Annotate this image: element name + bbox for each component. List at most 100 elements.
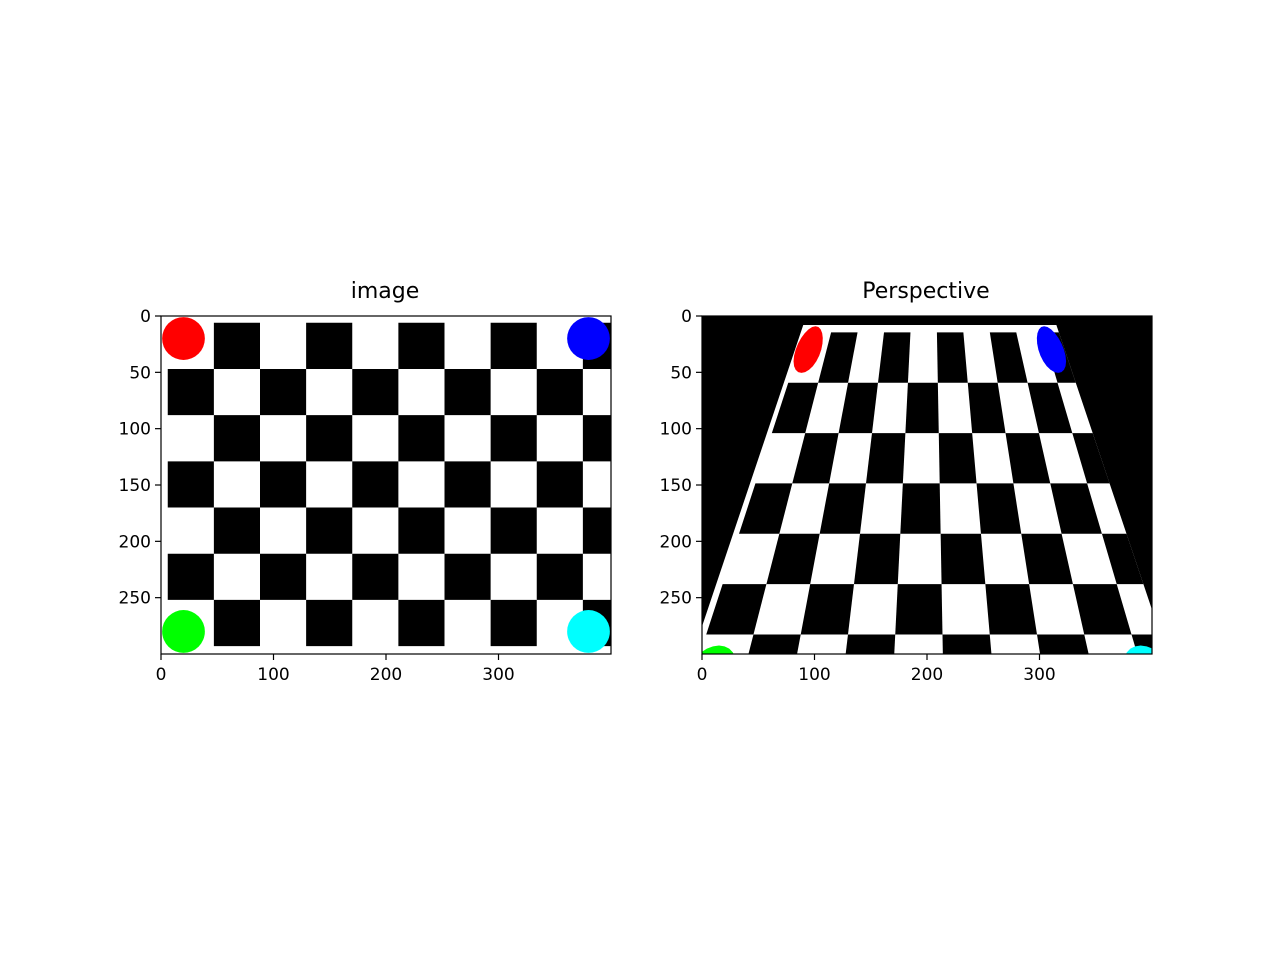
image-board-square xyxy=(398,599,445,647)
image-y-tick-label: 150 xyxy=(119,476,151,496)
perspective-board-square xyxy=(905,382,939,434)
image-board-square xyxy=(213,322,260,369)
perspective-board-square xyxy=(853,533,901,585)
perspective-axis-ticks: 0 100 200 300 0 50 100 150 200 250 xyxy=(660,307,1056,685)
perspective-board-square xyxy=(976,483,1022,534)
image-board-square xyxy=(490,322,537,369)
perspective-board-square xyxy=(865,433,906,484)
image-y-tick-label: 0 xyxy=(140,307,151,327)
perspective-board-square xyxy=(1037,634,1089,654)
perspective-board-square xyxy=(989,332,1028,383)
perspective-x-tick-label: 200 xyxy=(911,665,943,685)
perspective-y-tick-label: 0 xyxy=(681,307,692,327)
perspective-board-square xyxy=(1027,382,1073,434)
image-board-square xyxy=(398,507,445,554)
perspective-board-square xyxy=(766,533,820,585)
perspective-board-square xyxy=(1072,433,1110,484)
image-board-square xyxy=(306,507,353,554)
image-board-square xyxy=(306,599,353,647)
image-board-square xyxy=(306,322,353,369)
perspective-board-square xyxy=(845,634,896,654)
image-board-square xyxy=(352,553,399,600)
image-board-square xyxy=(398,415,445,462)
image-board-square xyxy=(398,322,445,369)
image-board-square xyxy=(536,461,583,508)
perspective-board-square xyxy=(1050,483,1102,534)
image-panel: image 0 100 200 300 0 50 100 150 200 250 xyxy=(119,279,612,685)
image-cyan-dot xyxy=(567,610,610,653)
perspective-board-square xyxy=(819,483,866,534)
perspective-board-square xyxy=(895,584,943,635)
perspective-board-square xyxy=(967,382,1006,434)
perspective-panel-title: Perspective xyxy=(862,279,989,304)
image-board-square xyxy=(213,507,260,554)
image-board-square xyxy=(260,368,307,416)
image-green-dot xyxy=(162,610,205,653)
perspective-board-square xyxy=(940,533,986,585)
image-board-square xyxy=(582,507,611,554)
perspective-green-dot xyxy=(702,645,734,654)
image-board-square xyxy=(490,507,537,554)
image-board-square xyxy=(260,461,307,508)
image-axis-ticks: 0 100 200 300 0 50 100 150 200 250 xyxy=(119,307,515,685)
image-board-square xyxy=(536,368,583,416)
image-blue-dot xyxy=(567,317,610,360)
image-panel-title: image xyxy=(351,279,420,304)
perspective-board-square xyxy=(1021,533,1073,585)
perspective-board-square xyxy=(1101,533,1144,585)
perspective-board-square xyxy=(800,584,854,635)
image-x-tick-label: 200 xyxy=(370,665,402,685)
perspective-board-square xyxy=(1072,584,1132,635)
perspective-board-square xyxy=(818,332,858,383)
perspective-board-square xyxy=(936,332,968,383)
perspective-x-tick-label: 0 xyxy=(697,665,708,685)
perspective-red-dot xyxy=(793,326,823,373)
image-x-tick-label: 0 xyxy=(156,665,167,685)
image-board-square xyxy=(167,461,214,508)
image-board-square xyxy=(213,415,260,462)
perspective-board-square xyxy=(938,433,977,484)
image-board-square xyxy=(167,368,214,416)
perspective-board-square xyxy=(942,634,992,654)
perspective-x-tick-label: 100 xyxy=(798,665,830,685)
image-board-square xyxy=(490,599,537,647)
perspective-board-square xyxy=(838,382,879,434)
image-x-tick-label: 300 xyxy=(482,665,514,685)
image-board-square xyxy=(536,553,583,600)
image-y-tick-label: 200 xyxy=(119,532,151,552)
perspective-board-square xyxy=(739,483,793,534)
perspective-board-square xyxy=(792,433,839,484)
image-board-square xyxy=(352,461,399,508)
image-board-square xyxy=(260,553,307,600)
perspective-board-square xyxy=(878,332,911,383)
perspective-board-square xyxy=(985,584,1038,635)
perspective-board-square xyxy=(1005,433,1051,484)
image-board-square xyxy=(444,553,491,600)
perspective-board-square xyxy=(706,584,767,635)
perspective-blue-dot xyxy=(1036,326,1067,373)
perspective-x-tick-label: 300 xyxy=(1023,665,1055,685)
image-y-tick-label: 50 xyxy=(129,363,151,383)
image-board-square xyxy=(582,415,611,462)
image-board-square xyxy=(444,368,491,416)
image-red-dot xyxy=(162,317,205,360)
perspective-y-tick-label: 50 xyxy=(670,363,692,383)
image-board-square xyxy=(490,415,537,462)
perspective-plot-area xyxy=(702,316,1152,654)
perspective-panel: Perspective 0 100 200 300 0 50 100 150 200 250 xyxy=(660,279,1153,685)
perspective-y-tick-label: 150 xyxy=(660,476,692,496)
image-board-square xyxy=(213,599,260,647)
image-y-tick-label: 250 xyxy=(119,589,151,609)
perspective-board-square xyxy=(900,483,941,534)
image-x-tick-label: 100 xyxy=(257,665,289,685)
image-y-tick-label: 100 xyxy=(119,420,151,440)
image-board-square xyxy=(167,553,214,600)
image-board-square xyxy=(306,415,353,462)
perspective-y-tick-label: 200 xyxy=(660,532,692,552)
image-plot-area xyxy=(161,316,611,654)
image-board-square xyxy=(444,461,491,508)
perspective-y-tick-label: 100 xyxy=(660,420,692,440)
perspective-cyan-dot xyxy=(1126,645,1152,654)
perspective-board-square xyxy=(748,634,801,654)
